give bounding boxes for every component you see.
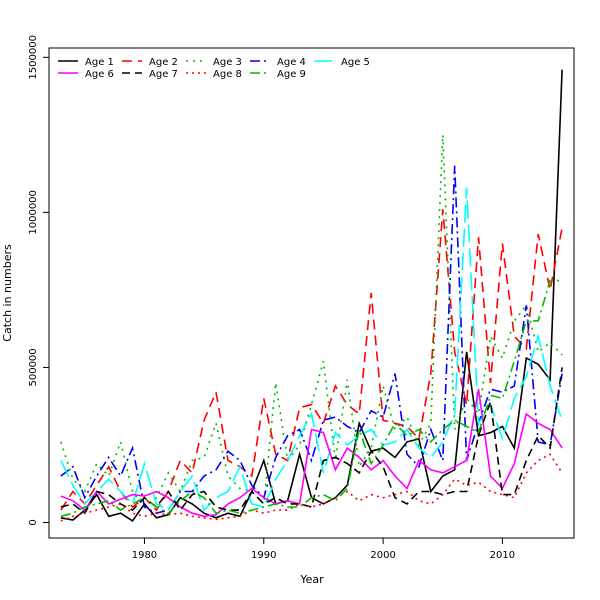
plot-frame	[48, 47, 575, 539]
legend-label: Age 4	[277, 57, 306, 68]
legend-label: Age 9	[277, 69, 306, 80]
series-layer	[60, 69, 563, 522]
x-tick-label: 1990	[251, 550, 276, 561]
x-tick-label: 2010	[490, 550, 515, 561]
legend-label: Age 2	[149, 57, 178, 68]
series-line-age-7	[60, 367, 563, 515]
x-tick-label: 2000	[370, 550, 395, 561]
y-tick-label: 1500000	[28, 35, 39, 80]
legend: Age 1 Age 2 Age 3 Age 4 Age 5 Age 6 Age 7 Age 8…	[58, 57, 370, 80]
legend-label: Age 6	[85, 69, 114, 80]
y-tick-label: 1000000	[28, 190, 39, 235]
y-tick-label: 500000	[28, 348, 39, 386]
series-line-age-6	[60, 388, 563, 518]
x-axis-label: Year	[299, 573, 324, 586]
legend-label: Age 1	[85, 57, 114, 68]
legend-label: Age 8	[213, 69, 242, 80]
series-line-age-5	[60, 187, 563, 512]
y-axis-label: Catch in numbers	[1, 244, 14, 342]
legend-label: Age 7	[149, 69, 178, 80]
legend-label: Age 5	[341, 57, 370, 68]
series-line-age-9	[60, 279, 563, 518]
x-tick-label: 1980	[132, 550, 157, 561]
axis-layer: 1980 1990 2000 2010 0 500000 1000000 1500000	[28, 35, 515, 561]
legend-label: Age 3	[213, 57, 242, 68]
y-tick-label: 0	[28, 519, 39, 525]
